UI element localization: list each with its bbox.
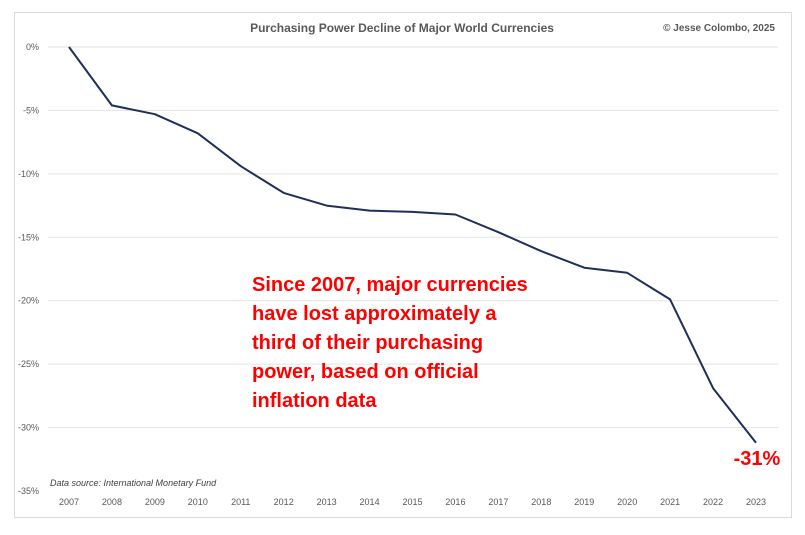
annotation-line-3: third of their purchasing (252, 332, 483, 354)
x-tick-label: 2017 (488, 497, 508, 507)
y-tick-label: 0% (26, 42, 39, 52)
gridlines (48, 46, 778, 429)
data-source: Data source: International Monetary Fund (50, 478, 217, 488)
x-tick-label: 2008 (102, 497, 122, 507)
x-tick-label: 2010 (188, 497, 208, 507)
x-tick-label: 2020 (617, 497, 637, 507)
y-tick-label: -15% (18, 232, 39, 242)
chart-frame (14, 12, 792, 518)
annotation-line-2: have lost approximately a (252, 303, 497, 325)
x-tick-label: 2016 (445, 497, 465, 507)
x-tick-label: 2022 (703, 497, 723, 507)
y-tick-label: -10% (18, 169, 39, 179)
y-tick-label: -25% (18, 359, 39, 369)
x-tick-label: 2014 (360, 497, 380, 507)
annotation-line-1: Since 2007, major currencies (252, 274, 528, 296)
x-tick-label: 2023 (746, 497, 766, 507)
y-axis: 0% -5% -10% -15% -20% -25% -30% -35% (18, 42, 39, 496)
x-tick-label: 2019 (574, 497, 594, 507)
y-tick-label: -20% (18, 296, 39, 306)
annotation-line-5: inflation data (252, 390, 377, 412)
y-tick-label: -30% (18, 423, 39, 433)
x-tick-label: 2018 (531, 497, 551, 507)
chart-credit: © Jesse Colombo, 2025 (663, 23, 775, 34)
x-tick-label: 2012 (274, 497, 294, 507)
annotation-text: Since 2007, major currencies have lost a… (252, 274, 528, 412)
y-tick-label: -35% (18, 486, 39, 496)
x-axis: 2007 2008 2009 2010 2011 2012 2013 2014 2015 2016… (59, 497, 766, 507)
y-tick-label: -5% (23, 105, 39, 115)
x-tick-label: 2013 (317, 497, 337, 507)
x-tick-label: 2009 (145, 497, 165, 507)
x-tick-label: 2021 (660, 497, 680, 507)
x-tick-label: 2007 (59, 497, 79, 507)
annotation-line-4: power, based on official (252, 361, 479, 383)
x-tick-label: 2015 (402, 497, 422, 507)
end-value-label: -31% (734, 448, 781, 470)
series-line (68, 46, 757, 444)
chart-title: Purchasing Power Decline of Major World … (250, 21, 554, 35)
x-tick-label: 2011 (231, 497, 250, 507)
